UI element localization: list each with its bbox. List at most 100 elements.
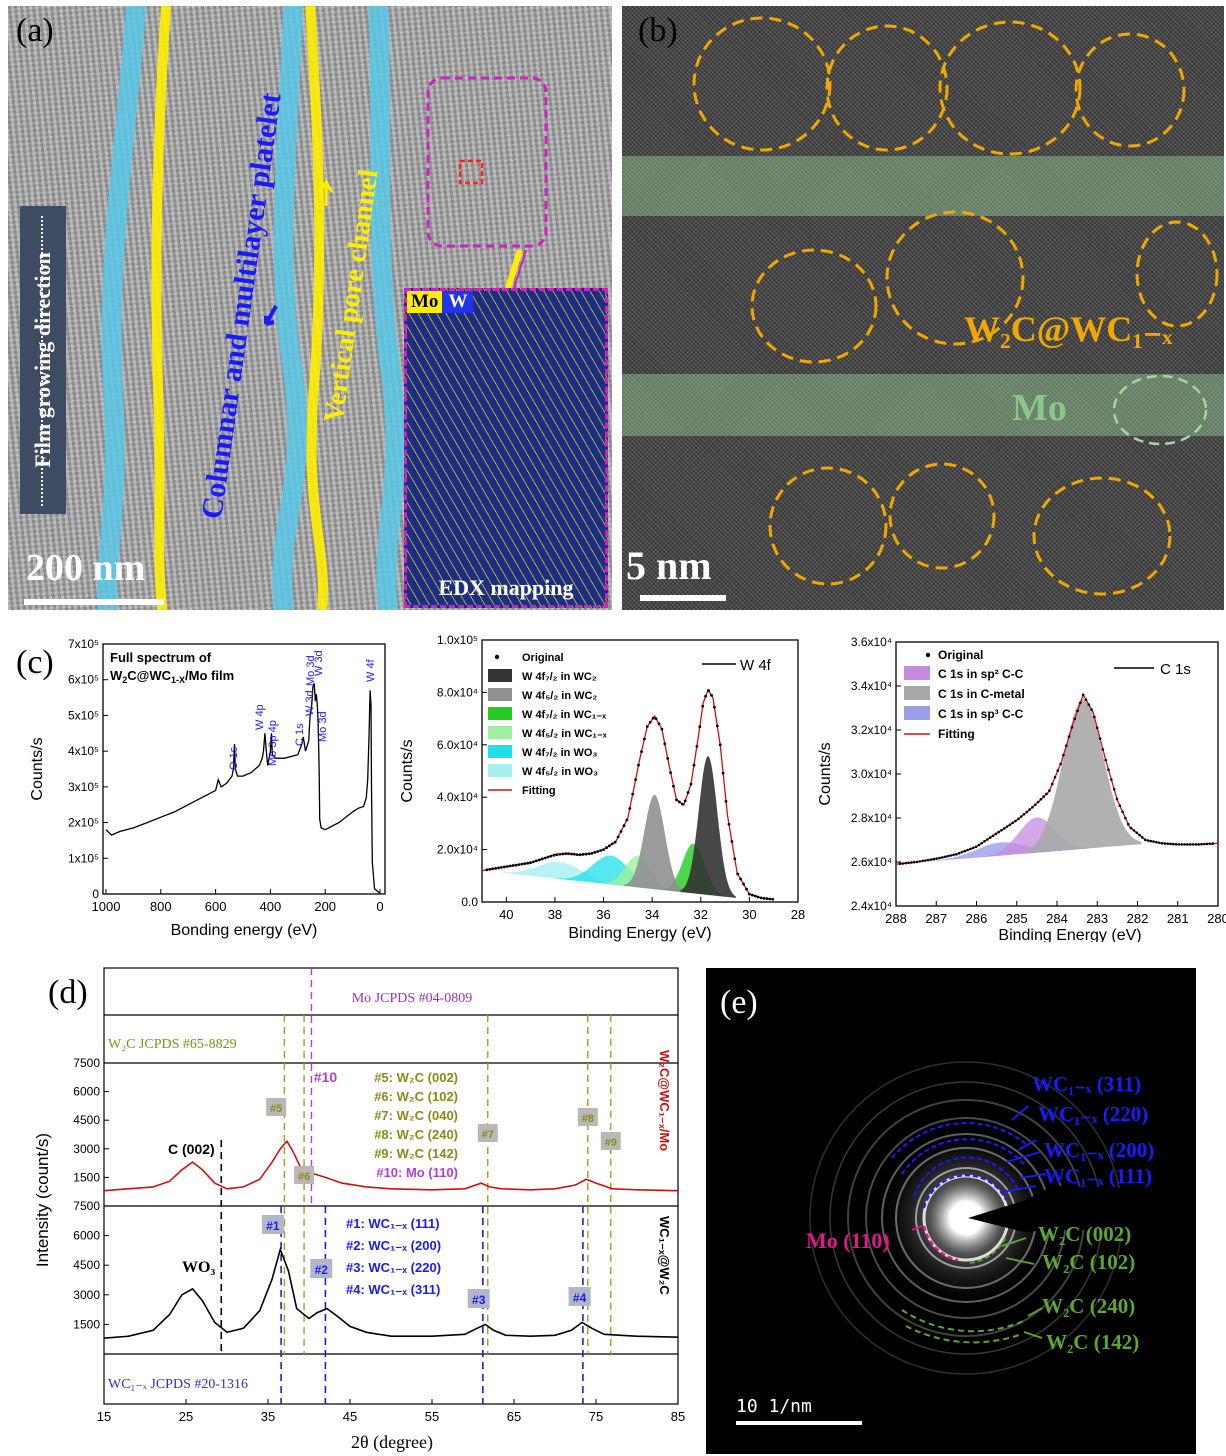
c1-ytick-label-1: 1x10⁵ <box>68 851 99 865</box>
c2-data-point <box>581 853 585 856</box>
c3-data-point <box>1031 806 1034 809</box>
c2-ytick-label-1: 2.0x10⁴ <box>437 843 478 857</box>
c3-ytick-label-6: 3.6x10⁴ <box>851 635 892 649</box>
c3-data-point <box>1095 726 1099 730</box>
c2-legend-wo3-52: W 4f₅/₂ in WO₃ <box>522 766 598 778</box>
peak-list-1: #1: WC₁₋ₓ (111) <box>346 1216 440 1231</box>
c2-data-point <box>666 757 670 760</box>
mo-band-2 <box>622 374 1224 436</box>
c3-legend-sp2: C 1s in sp² C-C <box>938 667 1024 681</box>
c2-data-point <box>520 862 524 866</box>
c2-xtick-label-1: 38 <box>548 907 562 922</box>
annot-o1s: O 1s <box>228 746 240 770</box>
c3-xlabel: Binding Energy (eV) <box>998 927 1141 942</box>
c2-data-point <box>634 778 637 781</box>
d-xtick-label-2: 35 <box>261 1409 275 1424</box>
peak-list-5: #5: W₂C (002) <box>374 1070 458 1085</box>
c1-ylabel: Counts/s <box>29 737 46 800</box>
pore-band-2 <box>305 6 328 610</box>
c2-data-point <box>511 864 515 867</box>
c2-data-point <box>745 887 748 891</box>
c2-data-point <box>713 705 716 709</box>
c3-data-point <box>918 860 921 863</box>
c2-xtick-label-2: 36 <box>596 907 610 922</box>
c2-data-point <box>505 865 509 868</box>
c2-data-point <box>730 840 734 843</box>
c2-data-point <box>692 763 696 767</box>
c3-data-point <box>957 851 961 855</box>
c2-data-point <box>718 743 722 747</box>
marker-bot-bg-3 <box>568 1287 591 1306</box>
c3-data-point <box>1112 788 1116 791</box>
c3-data-point <box>994 832 998 836</box>
c2-xlabel: Binding Energy (eV) <box>568 925 711 942</box>
c3-data-point <box>926 858 930 862</box>
c3-xtick-label-4: 284 <box>1046 911 1068 926</box>
c2-xtick-label-5: 30 <box>742 907 756 922</box>
xrd-line-w2c-wc-mo <box>103 1139 679 1192</box>
d-top-ytick-label-2: 4500 <box>73 1113 100 1127</box>
d-xtick-label-7: 85 <box>671 1409 685 1424</box>
c2-ytick-label-0: 0.0 <box>461 895 478 909</box>
c3-data-point <box>1129 826 1133 830</box>
d-top-ytick-label-3: 6000 <box>73 1085 100 1099</box>
c3-data-point <box>1163 842 1167 845</box>
c3-data-point <box>1104 758 1107 762</box>
c2-data-point <box>765 897 769 900</box>
c2-legend-wo3-72: W 4f₇/₂ in WO₃ <box>522 747 597 759</box>
d-ylabel: Intensity (count/s) <box>33 1133 52 1267</box>
c3-data-point <box>1011 821 1014 825</box>
annot-w3d: W 3d <box>304 690 316 716</box>
c3-data-point <box>977 843 981 847</box>
central-beam-glow <box>876 1128 1056 1308</box>
c2-data-point <box>584 852 588 856</box>
c3-data-point <box>963 849 967 853</box>
series-label-bottom: WC₁₋ₓ@W₂C <box>657 1216 672 1295</box>
c2-data-point <box>526 861 530 865</box>
c3-data-point <box>952 853 955 857</box>
xrd-panel: 1500 3000 4500 6000 7500 1500 3000 4500 6000 7500… <box>33 967 685 1453</box>
c2-data-point <box>523 862 527 865</box>
marker-bg-2 <box>477 1124 498 1142</box>
c2-data-point <box>637 763 640 767</box>
c2-data-point <box>558 852 562 856</box>
c3-data-point <box>1056 769 1060 772</box>
c3-data-point <box>1200 842 1203 846</box>
c2-data-point <box>628 807 632 810</box>
c3-ytick-label-3: 3.0x10⁴ <box>851 767 892 781</box>
c3-data-point <box>972 846 975 850</box>
c1-ytick-label-2: 2x10⁵ <box>68 816 99 830</box>
c3-data-point <box>1205 842 1209 846</box>
c2-legend-wc2-52: W 4f₅/₂ in WC₂ <box>522 690 597 702</box>
panel-b-label: (b) <box>638 12 678 49</box>
c2-data-point <box>549 854 553 858</box>
blue-arrow <box>264 305 278 326</box>
c3-data-point <box>991 834 995 838</box>
d-wc-peak-list: #1: WC₁₋ₓ (111) #2: WC₁₋ₓ (200) #3: WC₁₋… <box>346 1216 441 1297</box>
c2-data-point <box>587 852 591 856</box>
c2-data-point <box>540 857 544 861</box>
zoom-region-box <box>426 76 548 248</box>
c2-y-ticks: 0.0 2.0x10⁴ 4.0x10⁴ 6.0x10⁴ 8.0x10⁴ 1.0x10⁵ <box>437 633 487 909</box>
c3-legend-metal: C 1s in C-metal <box>938 687 1025 701</box>
c1-ytick-label-0: 0 <box>92 887 99 901</box>
c2-data-point <box>695 745 699 748</box>
c2-data-point <box>771 897 775 901</box>
c3-data-point <box>955 853 958 856</box>
wc-311-label: WC₁₋ₓ (311) <box>1032 1072 1142 1096</box>
c3-data-point <box>1194 843 1198 846</box>
c3-y-ticks: 2.4x10⁴ 2.6x10⁴ 2.8x10⁴ 3.0x10⁴ 3.2x10⁴ 3.4x1… <box>851 635 901 913</box>
c2-data-point <box>768 897 772 901</box>
c3-data-point <box>969 847 972 851</box>
c2-data-point <box>573 852 576 856</box>
d-top-ytick-label-0: 1500 <box>73 1170 100 1184</box>
c3-data-point <box>966 848 969 852</box>
edx-title: EDX mapping <box>438 575 574 600</box>
w2c-002-label: W₂C (002) <box>1038 1222 1132 1246</box>
series-label-top: W₂C@WC₁₋ₓ/Mo <box>657 1050 672 1151</box>
ref-w2c-label: W₂C JCPDS #65-8829 <box>108 1037 237 1052</box>
c2-original-points <box>485 689 775 901</box>
c3-data-point <box>1000 828 1003 832</box>
c3-data-point <box>1067 735 1071 738</box>
c3-data-point <box>924 859 927 862</box>
